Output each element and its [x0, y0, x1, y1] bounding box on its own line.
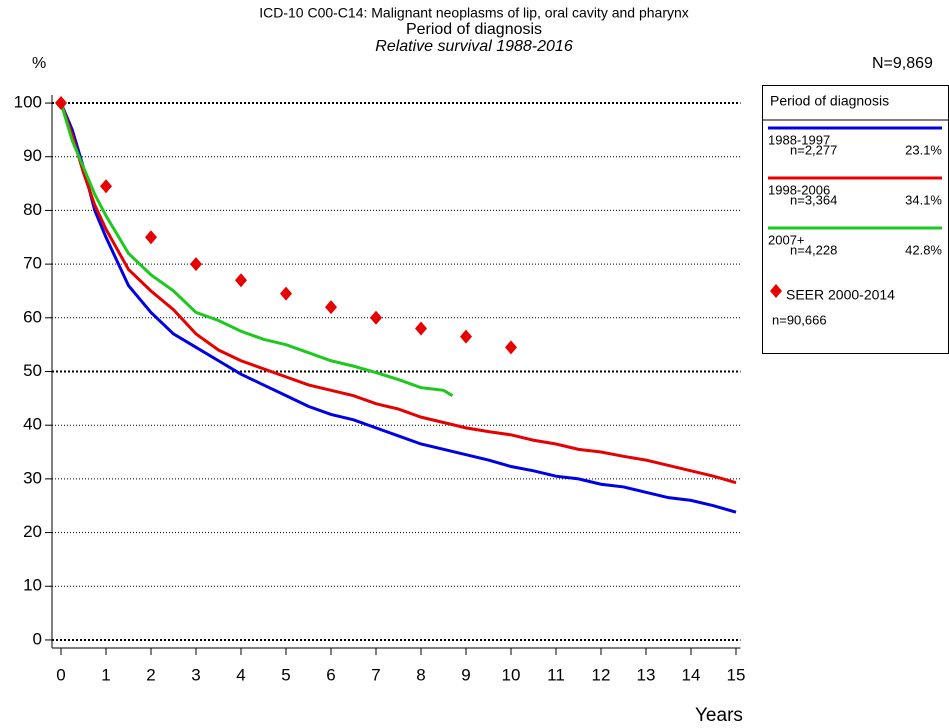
x-tick-label: 1	[101, 665, 110, 684]
seer-marker	[100, 179, 112, 194]
y-tick-label: 40	[23, 415, 42, 434]
y-tick-label: 30	[23, 468, 42, 487]
legend-share: 42.8%	[905, 242, 942, 257]
chart-subtitle: Relative survival 1988-2016	[375, 38, 573, 55]
total-n: N=9,869	[872, 55, 933, 72]
legend-title: Period of diagnosis	[770, 93, 889, 109]
x-tick-label: 9	[461, 665, 470, 684]
seer-marker	[460, 329, 472, 344]
legend-label: 1998-2006	[768, 182, 830, 197]
seer-marker	[505, 340, 517, 355]
x-tick-label: 5	[281, 665, 290, 684]
seer-marker	[415, 321, 427, 336]
x-tick-label: 2	[146, 665, 155, 684]
seer-marker	[235, 273, 247, 288]
x-tick-label: 4	[236, 665, 245, 684]
y-tick-label: 0	[33, 629, 42, 648]
x-tick-label: 13	[637, 665, 656, 684]
y-tick-label: 90	[23, 146, 42, 165]
legend-share: 23.1%	[905, 142, 942, 157]
seer-marker	[370, 310, 382, 325]
seer-marker	[190, 257, 202, 272]
seer-marker	[145, 230, 157, 245]
series-line	[59, 102, 737, 514]
x-tick-label: 11	[547, 665, 565, 684]
y-tick-label: 60	[23, 307, 42, 326]
legend-label: 1988-1997	[768, 132, 830, 147]
chart-title: ICD-10 C00-C14: Malignant neoplasms of l…	[259, 5, 689, 21]
x-tick-label: 8	[416, 665, 425, 684]
seer-marker	[280, 286, 292, 301]
x-tick-label: 12	[592, 665, 611, 684]
legend-n: n=2,277	[790, 142, 837, 157]
x-tick-label: 7	[371, 665, 380, 684]
series-line	[59, 102, 454, 397]
y-tick-label: 80	[23, 200, 42, 219]
x-tick-label: 0	[56, 665, 65, 684]
x-tick-label: 10	[502, 665, 521, 684]
y-axis-label: %	[32, 55, 46, 72]
x-tick-label: 14	[682, 665, 701, 684]
legend-n: n=4,228	[790, 242, 837, 257]
x-tick-label: 15	[727, 665, 746, 684]
x-axis-label: Years	[695, 705, 743, 726]
legend-label: 2007+	[768, 232, 805, 247]
legend-marker	[770, 284, 782, 298]
chart-subtitle: Period of diagnosis	[406, 21, 542, 38]
legend-label: SEER 2000-2014	[786, 287, 895, 303]
x-tick-label: 3	[191, 665, 200, 684]
seer-marker	[55, 96, 67, 111]
legend-share: 34.1%	[905, 192, 942, 207]
seer-marker	[325, 300, 337, 315]
y-tick-label: 50	[23, 361, 42, 380]
x-tick-label: 6	[326, 665, 335, 684]
y-tick-label: 20	[23, 522, 42, 541]
y-tick-label: 100	[14, 93, 42, 112]
y-tick-label: 70	[23, 254, 42, 273]
series-line	[59, 102, 737, 485]
legend-n: n=3,364	[790, 192, 837, 207]
y-tick-label: 10	[23, 576, 42, 595]
legend-n: n=90,666	[772, 312, 827, 327]
